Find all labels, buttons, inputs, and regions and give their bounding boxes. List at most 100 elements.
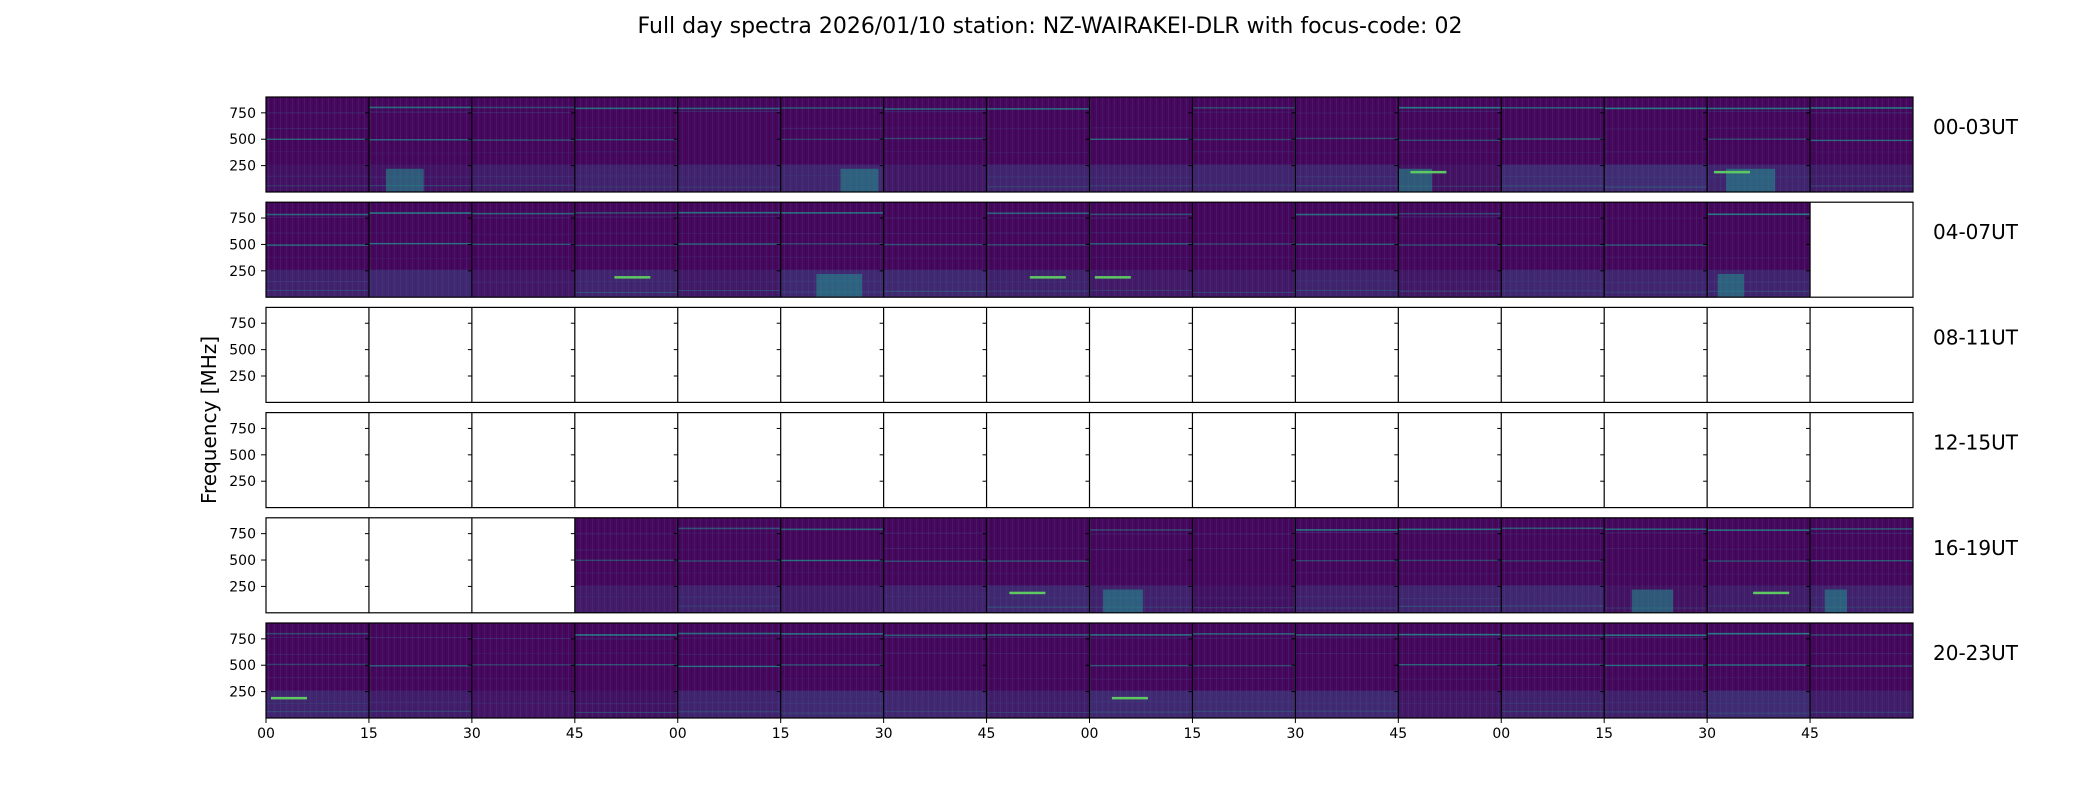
low-band-noise [1707, 585, 1811, 613]
low-band-noise [1501, 585, 1605, 613]
emission-line [1192, 243, 1296, 245]
emission-line [986, 108, 1090, 110]
spectrogram-panel [570, 517, 678, 613]
emission-line [1501, 280, 1605, 282]
spectrogram-panel [1394, 307, 1399, 403]
y-tick-label: 750 [229, 211, 256, 227]
emission-line [471, 176, 575, 178]
spectrogram-panel [982, 307, 988, 403]
emission-line [780, 571, 884, 573]
spectrogram-panel [570, 202, 678, 298]
emission-line [883, 151, 987, 153]
low-band-noise [574, 690, 678, 718]
emission-line [368, 106, 472, 109]
emission-line [1192, 664, 1296, 667]
hot-line [614, 276, 651, 279]
emission-line [677, 176, 781, 178]
spectra-row: 750 500 250 04-07UT [229, 201, 2019, 298]
spectrogram-panel [673, 412, 679, 508]
spectrogram-panel [1394, 623, 1502, 718]
spectrogram-fill [266, 623, 369, 718]
emission-line [1810, 573, 1913, 575]
low-band-noise [574, 269, 678, 298]
row-frame [265, 412, 1914, 509]
emission-line [1501, 676, 1605, 678]
emission-line [780, 677, 884, 679]
spectrogram-panel [1085, 517, 1193, 613]
emission-line [1398, 216, 1502, 218]
spectrogram-fill [1398, 623, 1502, 718]
emission-line [1604, 637, 1708, 639]
spectrogram-fill [1192, 202, 1296, 298]
emission-line [368, 665, 472, 667]
spectrogram-panel [776, 307, 782, 403]
emission-line [1501, 605, 1605, 607]
emission-line [574, 634, 678, 636]
emission-line [1089, 176, 1193, 178]
emission-line [780, 664, 884, 666]
low-band-noise [1398, 269, 1502, 298]
emission-line [677, 232, 781, 234]
emission-line [1089, 213, 1193, 216]
emission-line [1501, 533, 1605, 535]
spectrogram-panel [266, 97, 369, 192]
emission-line [266, 138, 369, 141]
emission-line [986, 634, 1090, 636]
emission-line [883, 636, 987, 638]
burst-region [1398, 168, 1433, 192]
emission-line [883, 677, 987, 679]
emission-line [471, 152, 575, 154]
emission-line [677, 290, 781, 292]
burst-region [816, 273, 863, 298]
emission-line [1707, 654, 1811, 656]
spectrogram-fill [574, 202, 678, 298]
emission-line [1604, 256, 1708, 258]
emission-line [883, 572, 987, 574]
emission-line [677, 596, 781, 598]
low-band-noise [1604, 164, 1708, 192]
spectrogram-panel [1085, 202, 1193, 298]
emission-line [471, 106, 575, 109]
emission-line [574, 186, 678, 188]
spectrogram-fill [1295, 97, 1399, 192]
emission-line [1295, 653, 1399, 655]
emission-line [1192, 184, 1296, 186]
spectrogram-fill [677, 517, 781, 613]
emission-line [471, 702, 575, 704]
low-band-noise [471, 164, 575, 192]
spectra-row: 750 500 250 16-19UT [229, 517, 2019, 614]
emission-line [574, 559, 678, 562]
emission-line [1810, 128, 1913, 130]
x-tick-label: 15 [772, 726, 790, 742]
emission-line [1501, 711, 1605, 713]
spectrogram-fill [1295, 517, 1399, 613]
emission-line [1501, 152, 1605, 154]
spectrogram-panel [673, 307, 679, 403]
emission-line [574, 127, 678, 129]
spectrogram-fill [986, 97, 1090, 192]
spectrogram-panel [1806, 517, 1913, 613]
hot-line [1111, 696, 1148, 700]
emission-line [1192, 637, 1296, 639]
emission-line [1810, 665, 1913, 667]
emission-line [1501, 572, 1605, 574]
low-band-noise [574, 585, 678, 613]
emission-line [471, 139, 575, 141]
emission-line [677, 665, 781, 668]
emission-line [471, 256, 575, 258]
emission-line [1192, 573, 1296, 575]
spectrogram-panel [1806, 623, 1913, 718]
emission-line [1810, 185, 1913, 187]
emission-line [266, 216, 369, 218]
spectrogram-fill [1089, 202, 1193, 298]
emission-line [780, 243, 884, 245]
row-frame [265, 306, 1914, 403]
spectrogram-panel [1497, 202, 1605, 298]
emission-line [1192, 111, 1296, 113]
emission-line [1192, 701, 1296, 703]
emission-line [266, 653, 369, 655]
spectrogram-fill [883, 517, 987, 613]
emission-line [368, 701, 472, 703]
emission-line [986, 597, 1090, 599]
emission-line [677, 549, 781, 551]
